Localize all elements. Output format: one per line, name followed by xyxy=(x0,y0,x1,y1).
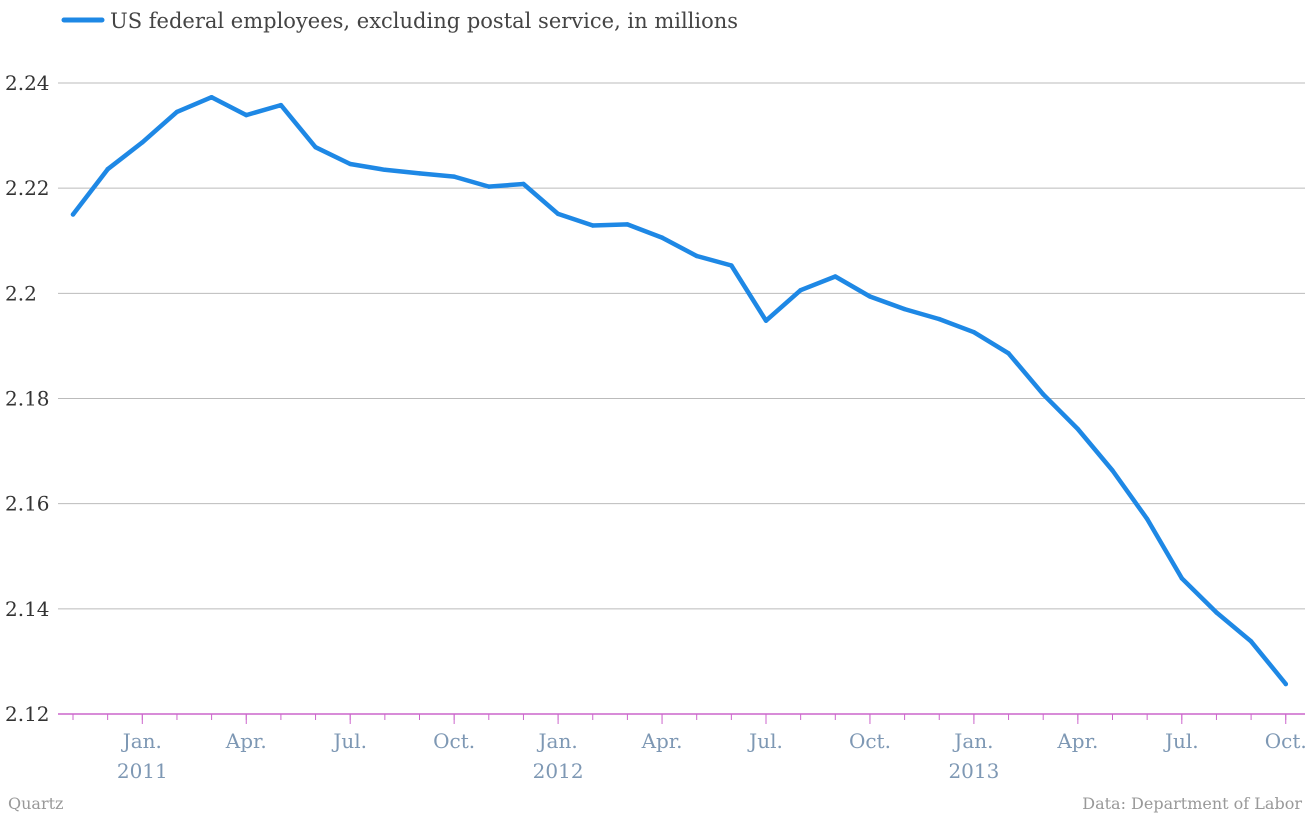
data-point xyxy=(209,94,214,100)
x-tick-label: Apr. xyxy=(641,729,683,753)
data-point xyxy=(833,274,838,279)
y-tick-label: 2.14 xyxy=(5,597,50,621)
data-point xyxy=(659,235,665,240)
y-tick-label: 2.16 xyxy=(5,492,50,516)
data-point xyxy=(140,140,145,145)
data-point xyxy=(382,167,388,172)
data-point xyxy=(70,212,76,217)
data-point xyxy=(417,171,422,176)
data-point xyxy=(348,161,353,167)
data-point xyxy=(694,253,699,259)
data-point xyxy=(1006,351,1011,356)
y-tick-label: 2.18 xyxy=(5,387,50,411)
x-tick-label: Jan. xyxy=(952,729,993,753)
x-tick-label: Oct. xyxy=(849,729,891,753)
data-point xyxy=(1110,468,1115,473)
y-tick-label: 2.22 xyxy=(5,176,50,200)
x-tick-label: Jul. xyxy=(747,729,783,753)
legend-label: US federal employees, excluding postal s… xyxy=(110,9,738,33)
data-point xyxy=(451,174,457,179)
data-point xyxy=(1144,516,1150,522)
data-point xyxy=(798,287,803,293)
data-point xyxy=(902,306,907,312)
data-point xyxy=(105,167,110,172)
x-tick-label: Apr. xyxy=(1056,729,1098,753)
data-point xyxy=(313,144,318,150)
data-point xyxy=(729,263,734,268)
data-point xyxy=(1041,392,1046,397)
x-axis-ticks: Jan. 2011 Apr. Jul. Oct. Jan. 2012 Apr. Jul. Oct.… xyxy=(72,714,1307,783)
gridlines xyxy=(58,82,1305,715)
data-point xyxy=(521,181,526,187)
data-point xyxy=(1248,639,1254,644)
data-point xyxy=(1179,576,1185,581)
footer-credit: Quartz xyxy=(8,794,63,813)
y-tick-label: 2.12 xyxy=(5,702,50,726)
data-point xyxy=(555,211,561,217)
data-point xyxy=(278,102,284,108)
series-layer xyxy=(70,94,1289,687)
y-axis-ticks: 2.12 2.14 2.16 2.18 2.2 2.22 2.24 xyxy=(5,71,50,726)
y-tick-label: 2.2 xyxy=(5,281,37,305)
data-point xyxy=(174,109,180,115)
data-point xyxy=(1283,681,1288,687)
x-tick-label: Jul. xyxy=(331,729,367,753)
data-point xyxy=(1075,426,1081,432)
x-tick-year: 2013 xyxy=(948,759,999,783)
data-point xyxy=(763,318,769,323)
data-point xyxy=(486,184,491,189)
x-tick-year: 2011 xyxy=(117,759,168,783)
data-point xyxy=(937,316,942,322)
x-tick-label: Jan. xyxy=(121,729,162,753)
data-point xyxy=(971,330,977,335)
x-tick-label: Jul. xyxy=(1163,729,1199,753)
legend: US federal employees, excluding postal s… xyxy=(61,9,738,33)
data-point xyxy=(867,294,873,299)
x-tick-year: 2012 xyxy=(533,759,584,783)
x-tick-label: Apr. xyxy=(225,729,267,753)
data-point xyxy=(590,223,595,228)
footer-source: Data: Department of Labor xyxy=(1082,794,1302,813)
data-point xyxy=(1214,610,1219,615)
data-point xyxy=(244,112,249,118)
x-tick-label: Oct. xyxy=(433,729,475,753)
x-tick-label: Jan. xyxy=(537,729,578,753)
data-point xyxy=(625,222,630,227)
x-tick-label: Oct. xyxy=(1265,729,1307,753)
y-tick-label: 2.24 xyxy=(5,71,50,95)
series-line xyxy=(70,94,1289,687)
